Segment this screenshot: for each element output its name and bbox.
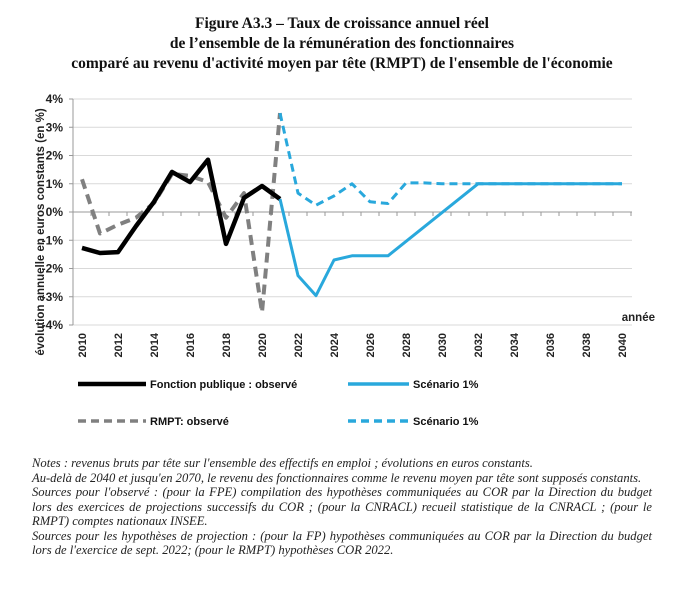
notes-block: Notes : revenus bruts par tête sur l'ens… [32, 456, 652, 558]
x-tick-label: 2028 [401, 333, 413, 357]
x-tick-label: 2022 [293, 333, 305, 357]
note-4: Sources pour les hypothèses de projectio… [32, 528, 652, 558]
note-1: Notes : revenus bruts par tête sur l'ens… [32, 456, 533, 470]
x-tick-label: 2018 [221, 333, 233, 357]
x-tick-label: 2010 [77, 333, 89, 357]
legend-label-fp-observed: Fonction publique : observé [150, 379, 297, 391]
title-line-3: comparé au revenu d'activité moyen par t… [71, 55, 613, 72]
x-tick-label: 2014 [149, 332, 161, 357]
x-tick-label: 2024 [329, 332, 341, 357]
legend-label-scenario-fp: Scénario 1% [413, 379, 479, 391]
x-tick-label: 2016 [185, 333, 197, 357]
y-tick-label: 0% [46, 205, 64, 219]
series-fp-observed [81, 157, 282, 256]
y-tick-label: -3% [42, 290, 64, 304]
x-tick-label: 2012 [113, 333, 125, 357]
y-axis-title: évolution annuelle en euros constants (e… [35, 108, 47, 355]
y-tick-label: -4% [42, 318, 64, 332]
figure-title: Figure A3.3 – Taux de croissance annuel … [0, 14, 684, 74]
y-tick-labels: 4% 3% 2% 1% 0% -1% -2% -3% -4% [42, 92, 64, 332]
note-2: Au-delà de 2040 et jusqu'en 2070, le rev… [32, 470, 642, 485]
title-line-1: Figure A3.3 – Taux de croissance annuel … [195, 15, 489, 32]
x-tick-label: 2020 [257, 333, 269, 357]
x-tick-label: 2032 [473, 333, 485, 357]
y-tick-label: -2% [42, 262, 64, 276]
x-tick-label: 2036 [545, 333, 557, 357]
y-tick-label: -1% [42, 233, 64, 247]
note-3: Sources pour l'observé : (pour la FPE) c… [32, 485, 652, 528]
x-axis-title: année [622, 312, 655, 324]
x-tick-label: 2034 [509, 332, 521, 357]
y-tick-label: 1% [46, 177, 64, 191]
legend: Fonction publique : observé Scénario 1% … [78, 379, 479, 428]
title-line-2: de l’ensemble de la rémunération des fon… [169, 35, 515, 52]
y-tick-label: 3% [46, 120, 64, 134]
legend-label-scenario-rmpt: Scénario 1% [413, 416, 479, 428]
y-tick-label: 4% [46, 92, 64, 106]
series-scenario-fp [278, 182, 622, 298]
x-tick-label: 2040 [617, 333, 629, 357]
line-chart: 4%3%2%1%0%-1%-2%-3%-4% 2010 2012 2014 2016 2… [35, 92, 655, 428]
series-scenario-rmpt [278, 112, 622, 207]
x-tick-label: 2038 [581, 333, 593, 357]
x-tick-label: 2030 [437, 333, 449, 357]
axes [69, 98, 632, 326]
x-tick-label: 2026 [365, 333, 377, 357]
x-tick-labels: 2010 2012 2014 2016 2018 2020 2022 2024 2026 2028… [77, 332, 629, 357]
series-group [80, 112, 622, 315]
legend-label-rmpt-observed: RMPT: observé [150, 416, 229, 428]
y-tick-label: 2% [46, 149, 64, 163]
